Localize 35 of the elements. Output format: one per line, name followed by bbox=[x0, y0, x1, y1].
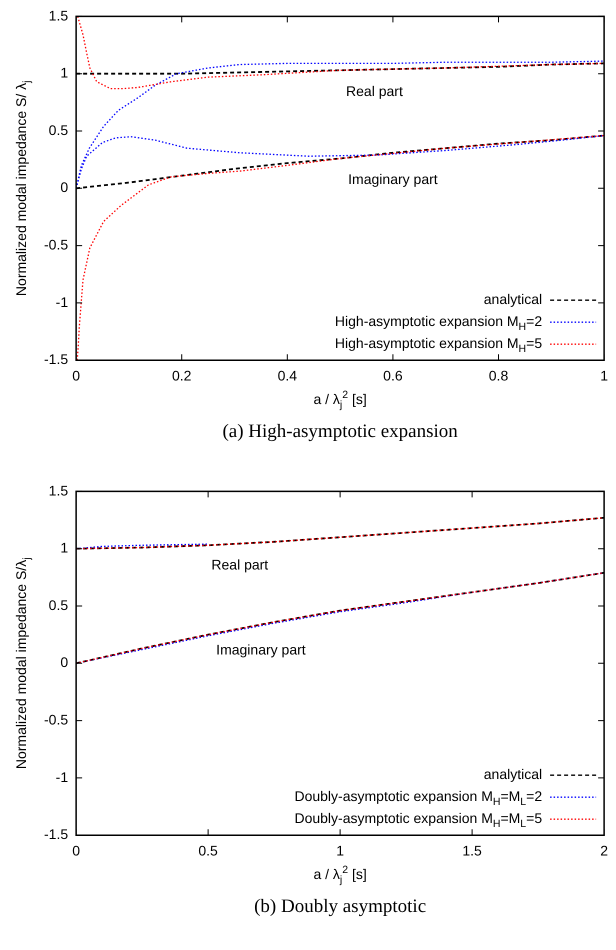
x-tick-label: 0.8 bbox=[488, 367, 508, 384]
annotation: Real part bbox=[211, 556, 268, 573]
x-tick-label: 2 bbox=[600, 842, 608, 858]
y-tick-label: 1.5 bbox=[48, 482, 68, 498]
y-tick-label: -0.5 bbox=[44, 711, 68, 728]
annotation: Real part bbox=[346, 82, 403, 99]
x-tick-label: 0 bbox=[72, 842, 80, 858]
y-tick-label: 0.5 bbox=[48, 122, 68, 138]
y-tick-label: 0 bbox=[60, 654, 68, 670]
x-tick-label: 0.4 bbox=[278, 367, 298, 384]
y-tick-label: 0.5 bbox=[48, 596, 68, 613]
x-tick-label: 1.5 bbox=[462, 842, 482, 858]
y-tick-label: 0 bbox=[60, 179, 68, 196]
legend-label: analytical bbox=[484, 766, 542, 782]
x-tick-label: 0.5 bbox=[198, 842, 218, 858]
y-tick-label: -1.5 bbox=[44, 351, 68, 368]
x-tick-label: 0 bbox=[72, 367, 80, 384]
y-tick-label: 1 bbox=[60, 64, 68, 81]
x-tick-label: 1 bbox=[600, 367, 608, 384]
text: (b) Doubly asymptotic bbox=[254, 896, 426, 918]
y-tick-label: 1.5 bbox=[48, 7, 68, 24]
y-tick-label: -1 bbox=[56, 294, 68, 310]
y-tick-label: -1 bbox=[56, 768, 68, 785]
x-tick-label: 0.2 bbox=[172, 367, 192, 384]
y-tick-label: 1 bbox=[60, 540, 68, 556]
y-tick-label: -1.5 bbox=[44, 826, 68, 842]
y-tick-label: -0.5 bbox=[44, 236, 68, 252]
legend-label: analytical bbox=[484, 291, 542, 308]
y-axis-title: Normalized modal impedance S/ λj bbox=[12, 80, 33, 296]
annotation: Imaginary part bbox=[216, 642, 306, 658]
x-tick-label: 1 bbox=[336, 842, 344, 858]
x-tick-label: 0.6 bbox=[383, 367, 403, 384]
annotation: Imaginary part bbox=[348, 171, 438, 188]
text: (a) High-asymptotic expansion bbox=[222, 421, 458, 442]
y-axis-title: Normalized modal impedance S/λj bbox=[12, 557, 33, 770]
